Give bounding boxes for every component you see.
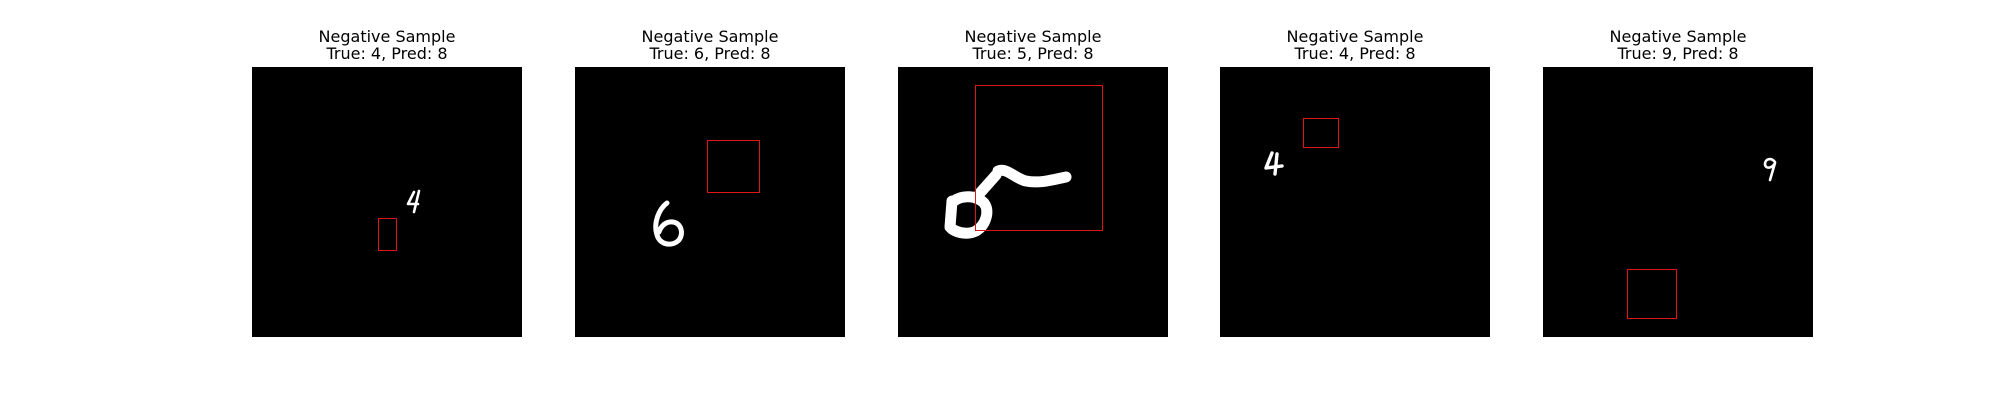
digit-drawing <box>406 189 421 214</box>
digit-9-glyph <box>1763 157 1777 182</box>
panel-title-line: Negative Sample <box>964 27 1102 46</box>
bounding-box <box>1627 269 1677 319</box>
panel-title: Negative Sample True: 5, Pred: 8 <box>858 28 1208 62</box>
digit-drawing <box>1763 157 1777 182</box>
digit-6-glyph <box>653 200 684 247</box>
sample-panel: Negative Sample True: 4, Pred: 8 <box>252 0 522 340</box>
digit-4-glyph <box>1264 151 1284 176</box>
sample-panel: Negative Sample True: 5, Pred: 8 <box>898 0 1168 340</box>
digit-5-glyph <box>944 164 1072 239</box>
panel-title: Negative Sample True: 9, Pred: 8 <box>1503 28 1853 62</box>
panel-title-line: Negative Sample <box>1609 27 1747 46</box>
panel-label-line: True: 4, Pred: 8 <box>326 44 448 63</box>
panel-title: Negative Sample True: 6, Pred: 8 <box>535 28 885 62</box>
panel-title-line: Negative Sample <box>318 27 456 46</box>
panel-title-line: Negative Sample <box>641 27 779 46</box>
panel-label-line: True: 4, Pred: 8 <box>1294 44 1416 63</box>
panel-label-line: True: 5, Pred: 8 <box>972 44 1094 63</box>
digit-image <box>575 67 845 337</box>
panel-title: Negative Sample True: 4, Pred: 8 <box>212 28 562 62</box>
digit-image <box>898 67 1168 337</box>
bounding-box <box>707 140 760 193</box>
digit-4-glyph <box>406 189 421 214</box>
panel-label-line: True: 6, Pred: 8 <box>649 44 771 63</box>
bounding-box <box>378 218 397 251</box>
digit-image <box>252 67 522 337</box>
panel-title: Negative Sample True: 4, Pred: 8 <box>1180 28 1530 62</box>
panel-title-line: Negative Sample <box>1286 27 1424 46</box>
digit-drawing <box>1264 151 1284 176</box>
sample-panel: Negative Sample True: 6, Pred: 8 <box>575 0 845 340</box>
digit-drawing <box>653 200 684 247</box>
bounding-box <box>1303 118 1339 148</box>
sample-panel: Negative Sample True: 4, Pred: 8 <box>1220 0 1490 340</box>
digit-image <box>1220 67 1490 337</box>
panel-label-line: True: 9, Pred: 8 <box>1617 44 1739 63</box>
sample-panel: Negative Sample True: 9, Pred: 8 <box>1543 0 1813 340</box>
digit-drawing <box>944 164 1072 239</box>
digit-image <box>1543 67 1813 337</box>
bounding-box <box>975 85 1103 231</box>
